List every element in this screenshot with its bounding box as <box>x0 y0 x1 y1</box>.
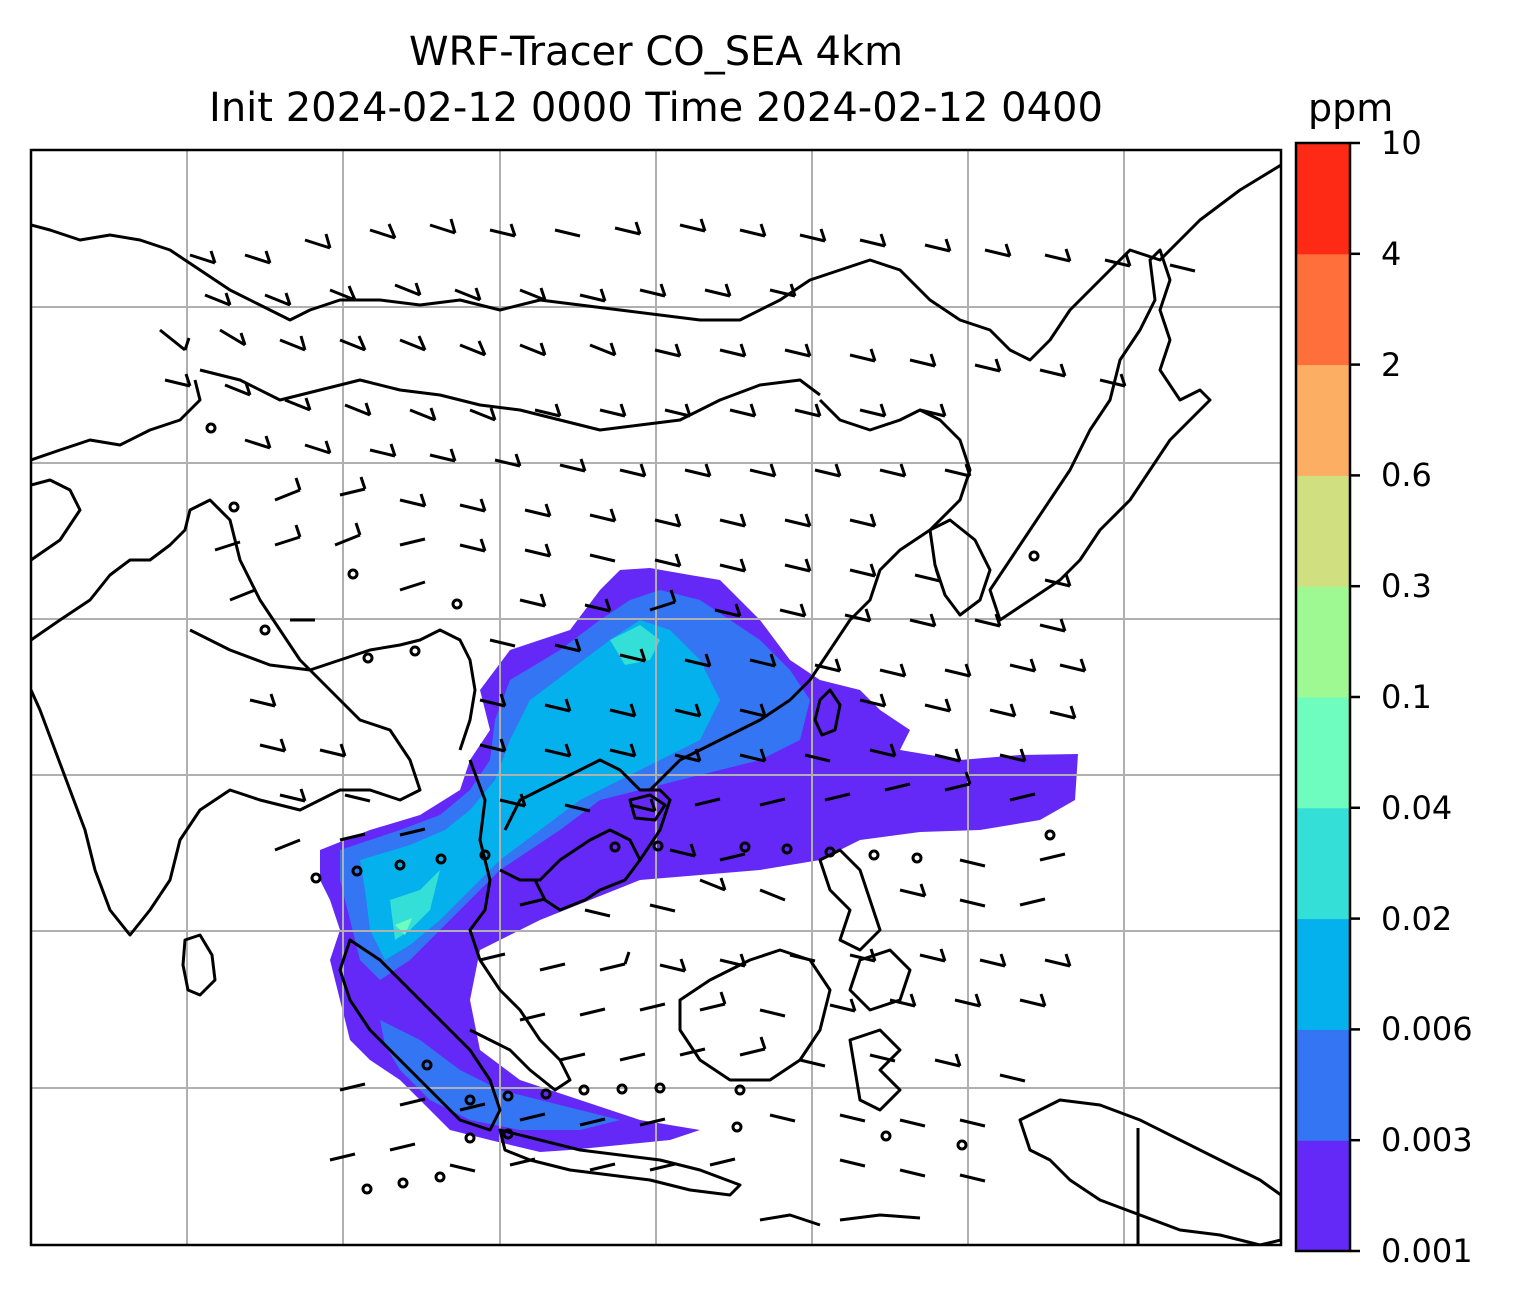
colorbar-unit-label: ppm <box>1308 86 1394 130</box>
west-borders <box>31 379 202 562</box>
coastlines <box>31 163 1281 1245</box>
philippines <box>818 848 912 1012</box>
colorbar-bin-6 <box>1296 475 1350 587</box>
colorbar-tick-label: 0.006 <box>1381 1010 1473 1049</box>
japan <box>988 248 1212 622</box>
colorbar-bin-2 <box>1296 918 1350 1030</box>
colorbar-bin-0 <box>1296 1140 1350 1252</box>
colorbar-tick-label: 0.3 <box>1381 567 1432 606</box>
colorbar-tick-label: 0.001 <box>1381 1232 1473 1270</box>
lesser-sunda <box>759 1213 921 1227</box>
java <box>498 1128 742 1197</box>
korea <box>928 518 992 617</box>
taiwan <box>813 688 842 737</box>
map-title-line1: WRF-Tracer CO_SEA 4km <box>408 29 904 75</box>
colorbar-tick-label: 0.04 <box>1381 788 1453 827</box>
wind-barbs <box>159 218 1196 1183</box>
plume-level-2b <box>380 1020 620 1130</box>
colorbar-tick-label: 0.003 <box>1381 1121 1473 1160</box>
north-border <box>31 163 1281 362</box>
mongolia-border <box>199 368 821 432</box>
colorbar-bin-9 <box>1296 143 1350 255</box>
china-coast <box>648 398 972 792</box>
colorbar-bin-3 <box>1296 807 1350 920</box>
colorbar-bin-4 <box>1296 697 1350 809</box>
colorbar-tick-label: 0.1 <box>1381 678 1432 716</box>
colorbar-bin-5 <box>1296 586 1350 698</box>
sulawesi <box>848 1028 902 1112</box>
hainan <box>628 793 667 822</box>
borneo <box>678 948 832 1082</box>
colorbar-bin-1 <box>1296 1029 1350 1141</box>
sumatra <box>338 938 502 1132</box>
colorbar-tick-label: 4 <box>1381 234 1402 273</box>
indochina-coast <box>468 758 672 1092</box>
colorbar-tick-label: 10 <box>1381 124 1422 162</box>
colorbar-tick-label: 0.02 <box>1381 899 1453 938</box>
plume-level-5 <box>395 918 412 935</box>
india-coast <box>31 498 422 937</box>
map-frame <box>29 148 1283 1247</box>
himalaya-border <box>189 628 477 751</box>
gridlines <box>31 150 1281 1245</box>
calm-markers <box>205 422 1056 1195</box>
colorbar-tick-label: 0.6 <box>1381 456 1432 495</box>
colorbar <box>1294 141 1360 1253</box>
colorbar-bin-7 <box>1296 364 1350 476</box>
sri-lanka <box>181 933 217 997</box>
map-title-line2: Init 2024-02-12 0000 Time 2024-02-12 040… <box>209 85 1103 131</box>
colorbar-tick-label: 2 <box>1381 345 1402 384</box>
new-guinea <box>1018 1098 1281 1245</box>
colorbar-bin-8 <box>1296 253 1350 366</box>
